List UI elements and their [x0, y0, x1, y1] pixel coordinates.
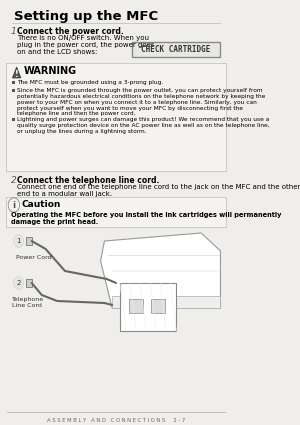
FancyBboxPatch shape — [129, 299, 143, 313]
Text: There is no ON/OFF switch. When you
plug in the power cord, the power goes
on an: There is no ON/OFF switch. When you plug… — [17, 35, 154, 55]
FancyBboxPatch shape — [6, 197, 226, 227]
Text: CHECK CARTRIDGE: CHECK CARTRIDGE — [141, 45, 211, 54]
Text: Connect the telephone line cord.: Connect the telephone line cord. — [17, 176, 159, 185]
FancyBboxPatch shape — [12, 118, 15, 121]
Text: 2: 2 — [16, 280, 21, 286]
Text: Caution: Caution — [22, 200, 61, 209]
Text: Connect the power cord.: Connect the power cord. — [17, 27, 124, 36]
Circle shape — [14, 235, 23, 246]
Text: 2: 2 — [11, 176, 16, 185]
Text: Connect one end of the telephone line cord to the jack on the MFC and the other
: Connect one end of the telephone line co… — [17, 184, 300, 197]
Text: A S S E M B L Y   A N D   C O N N E C T I O N S     2 - 7: A S S E M B L Y A N D C O N N E C T I O … — [47, 418, 185, 423]
Circle shape — [14, 277, 23, 289]
Polygon shape — [26, 279, 32, 287]
Text: Telephone
Line Cord: Telephone Line Cord — [12, 297, 44, 308]
Text: Operating the MFC before you install the ink cartridges will permanently
damage : Operating the MFC before you install the… — [11, 212, 281, 225]
FancyBboxPatch shape — [12, 81, 15, 84]
FancyBboxPatch shape — [120, 283, 176, 331]
Circle shape — [14, 235, 23, 247]
Polygon shape — [12, 67, 21, 78]
Text: Lightning and power surges can damage this product! We recommend that you use a
: Lightning and power surges can damage th… — [17, 117, 270, 134]
FancyBboxPatch shape — [12, 89, 15, 92]
FancyBboxPatch shape — [131, 42, 220, 57]
Polygon shape — [100, 233, 220, 308]
Text: !: ! — [15, 70, 18, 79]
FancyBboxPatch shape — [6, 63, 226, 171]
Text: Setting up the MFC: Setting up the MFC — [14, 10, 158, 23]
Polygon shape — [112, 296, 220, 308]
Text: Since the MFC is grounded through the power outlet, you can protect yourself fro: Since the MFC is grounded through the po… — [17, 88, 266, 116]
Polygon shape — [26, 237, 32, 245]
Text: Power Cord: Power Cord — [16, 255, 52, 260]
Text: WARNING: WARNING — [23, 66, 76, 76]
Text: 1: 1 — [11, 27, 16, 36]
FancyBboxPatch shape — [151, 299, 165, 313]
Text: The MFC must be grounded using a 3-prong plug.: The MFC must be grounded using a 3-prong… — [17, 80, 163, 85]
Circle shape — [9, 199, 19, 211]
Circle shape — [14, 278, 23, 289]
Text: i: i — [12, 201, 16, 210]
Text: 1: 1 — [16, 238, 21, 244]
Circle shape — [8, 198, 19, 212]
